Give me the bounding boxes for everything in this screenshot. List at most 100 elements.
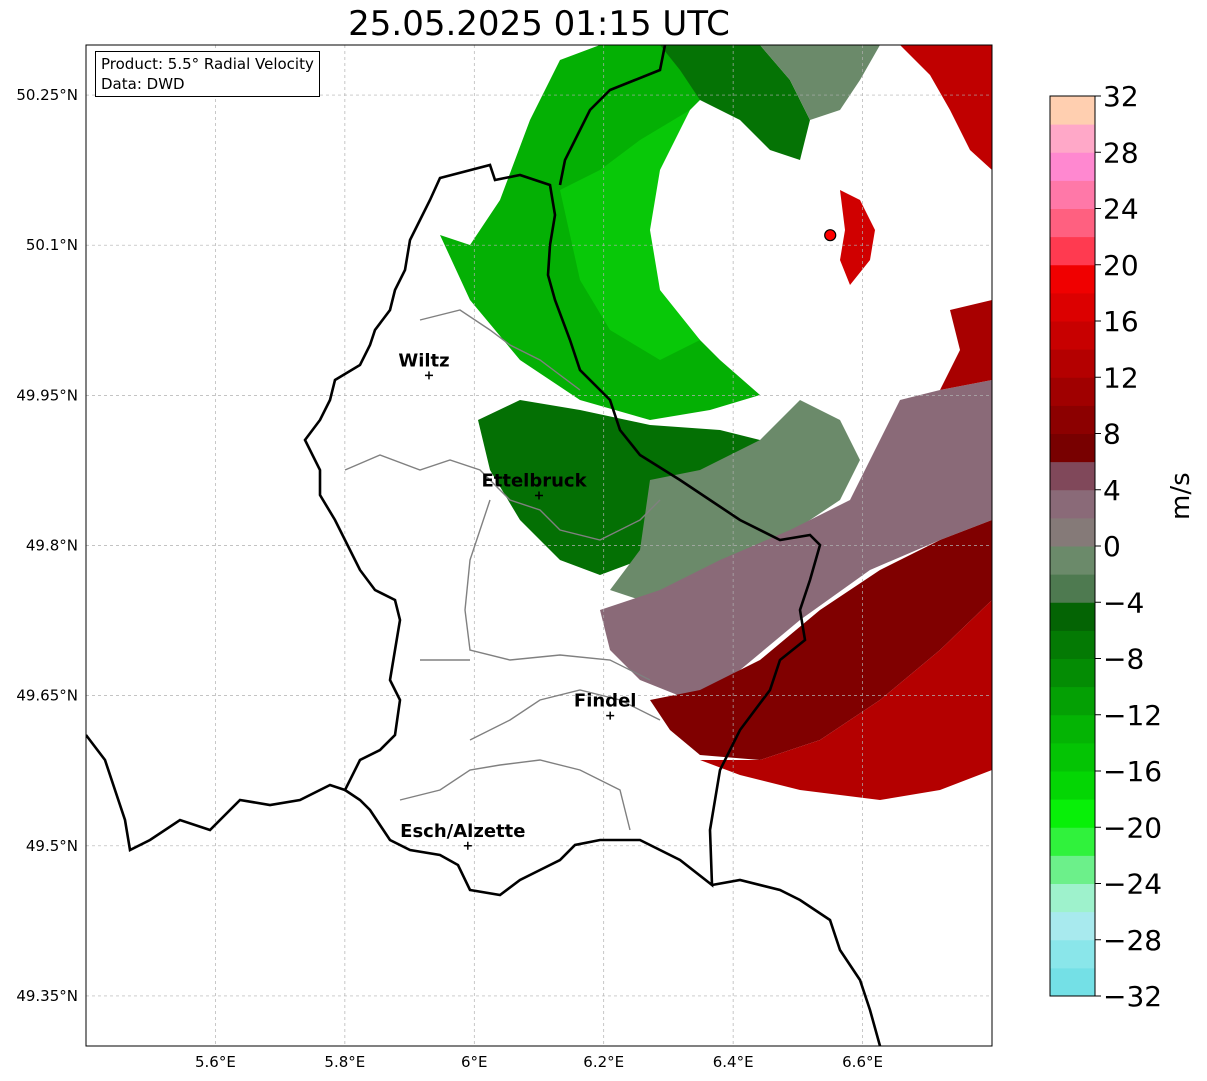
lon-tick-label: 5.6°E	[195, 1053, 236, 1071]
colorbar-segment	[1050, 124, 1095, 153]
colorbar-tick-label: 24	[1103, 193, 1139, 226]
luxembourg-border	[303, 163, 822, 897]
borders-layer	[86, 45, 882, 1046]
city-marker: Ettelbruck	[481, 470, 588, 500]
lat-tick-label: 49.5°N	[26, 837, 78, 855]
echo-red	[700, 600, 992, 800]
france-border	[86, 734, 882, 1046]
colorbar-segment	[1050, 208, 1095, 238]
lat-tick-label: 49.35°N	[16, 987, 78, 1005]
colorbar-segment	[1050, 771, 1095, 800]
city-cross-icon	[606, 711, 615, 720]
colorbar-segment	[1050, 967, 1095, 997]
radar-echo-layer	[440, 45, 992, 800]
lat-tick-label: 49.8°N	[26, 537, 78, 555]
lat-tick-label: 49.95°N	[16, 386, 78, 404]
colorbar-segment	[1050, 939, 1095, 969]
colorbar-segment	[1050, 574, 1095, 603]
city-markers: Wiltz Ettelbruck Findel Esch/Alzette	[398, 350, 637, 850]
colorbar-segment	[1050, 855, 1095, 884]
map-title: 25.05.2025 01:15 UTC	[348, 4, 730, 44]
city-marker: Wiltz	[398, 350, 450, 380]
colorbar-segment	[1050, 433, 1095, 463]
colorbar-segment	[1050, 630, 1095, 659]
colorbar-segment	[1050, 292, 1095, 322]
info-box: Product: 5.5° Radial Velocity Data: DWD	[95, 51, 320, 97]
city-cross-icon	[424, 371, 433, 380]
colorbar-segment	[1050, 827, 1095, 856]
colorbar-tick-label: −8	[1103, 643, 1144, 676]
colorbar-segment	[1050, 911, 1095, 941]
colorbar: −32 −28 −24 −20 −16 −12 −8 −4 0 4 8 12 16 20 24 28 32	[1049, 80, 1162, 1013]
colorbar-segment	[1050, 461, 1095, 491]
colorbar-segment	[1050, 349, 1095, 378]
city-marker: Findel	[574, 691, 637, 720]
lon-tick-label: 6.2°E	[583, 1053, 624, 1071]
colorbar-tick-label: 20	[1103, 249, 1139, 282]
colorbar-segment	[1050, 96, 1095, 125]
echo-red-near-radar	[840, 190, 875, 285]
city-label: Esch/Alzette	[400, 821, 525, 842]
product-label: Product: 5.5° Radial Velocity	[101, 55, 314, 73]
colorbar-tick-label: −32	[1103, 980, 1162, 1013]
echo-red-east	[940, 300, 992, 390]
colorbar-segment	[1050, 405, 1095, 434]
colorbar-segment	[1050, 686, 1095, 716]
colorbar-segment	[1050, 152, 1095, 181]
colorbar-tick-label: 0	[1103, 530, 1121, 563]
lat-tick-label: 50.25°N	[16, 86, 78, 104]
city-label: Wiltz	[398, 350, 449, 371]
city-cross-icon	[463, 841, 472, 850]
colorbar-tick-label: 8	[1103, 418, 1121, 451]
echo-red-northeast	[900, 45, 992, 170]
lon-tick-label: 6°E	[461, 1053, 488, 1071]
echo-muted-green-north	[760, 45, 880, 120]
lat-tick-label: 49.65°N	[16, 687, 78, 705]
colorbar-tick-label: −12	[1103, 699, 1162, 732]
city-label: Findel	[574, 691, 637, 712]
colorbar-segment	[1050, 742, 1095, 772]
lat-tick-label: 50.1°N	[26, 236, 78, 254]
echo-green-dark	[478, 400, 760, 575]
colorbar-segment	[1050, 658, 1095, 688]
city-marker: Esch/Alzette	[400, 821, 525, 850]
radar-site-layer	[824, 229, 837, 242]
colorbar-tick-label: 4	[1103, 474, 1121, 507]
lon-tick-label: 5.8°E	[324, 1053, 365, 1071]
colorbar-segment	[1050, 377, 1095, 406]
colorbar-tick-label: −16	[1103, 755, 1162, 788]
colorbar-segment	[1050, 883, 1095, 913]
canton-boundaries	[344, 309, 661, 831]
colorbar-tick-label: −28	[1103, 924, 1162, 957]
colorbar-segment	[1050, 236, 1095, 266]
colorbar-tick-label: −20	[1103, 811, 1162, 844]
echo-dark-red	[650, 520, 992, 760]
german-border	[558, 45, 667, 186]
colorbar-segment	[1050, 321, 1095, 350]
plot-frame	[85, 44, 993, 1047]
colorbar-segment	[1050, 799, 1095, 828]
city-label: Ettelbruck	[481, 470, 587, 491]
colorbar-title: m/s	[1166, 472, 1196, 520]
colorbar-segment	[1050, 180, 1095, 209]
echo-green-bright	[560, 110, 700, 360]
colorbar-segment	[1050, 602, 1095, 631]
colorbar-segment	[1050, 264, 1095, 294]
colorbar-segment	[1050, 546, 1095, 575]
colorbar-tick-label: −4	[1103, 586, 1144, 619]
source-label: Data: DWD	[101, 75, 185, 93]
echo-muted-green	[610, 400, 860, 600]
lon-tick-label: 6.4°E	[713, 1053, 754, 1071]
colorbar-segment	[1050, 714, 1095, 744]
longitude-labels: 5.6°E 5.8°E 6°E 6.2°E 6.4°E 6.6°E	[195, 1053, 883, 1071]
colorbar-tick-label: 28	[1103, 136, 1139, 169]
latitude-labels: 50.25°N 50.1°N 49.95°N 49.8°N 49.65°N 49.5°N 4…	[16, 86, 78, 1005]
colorbar-tick-label: −24	[1103, 868, 1162, 901]
colorbar-tick-label: 32	[1103, 80, 1139, 113]
lon-tick-label: 6.6°E	[842, 1053, 883, 1071]
radar-site-dot	[824, 229, 837, 242]
echo-mauve	[600, 380, 992, 700]
colorbar-tick-label: 16	[1103, 305, 1139, 338]
city-cross-icon	[535, 491, 543, 500]
